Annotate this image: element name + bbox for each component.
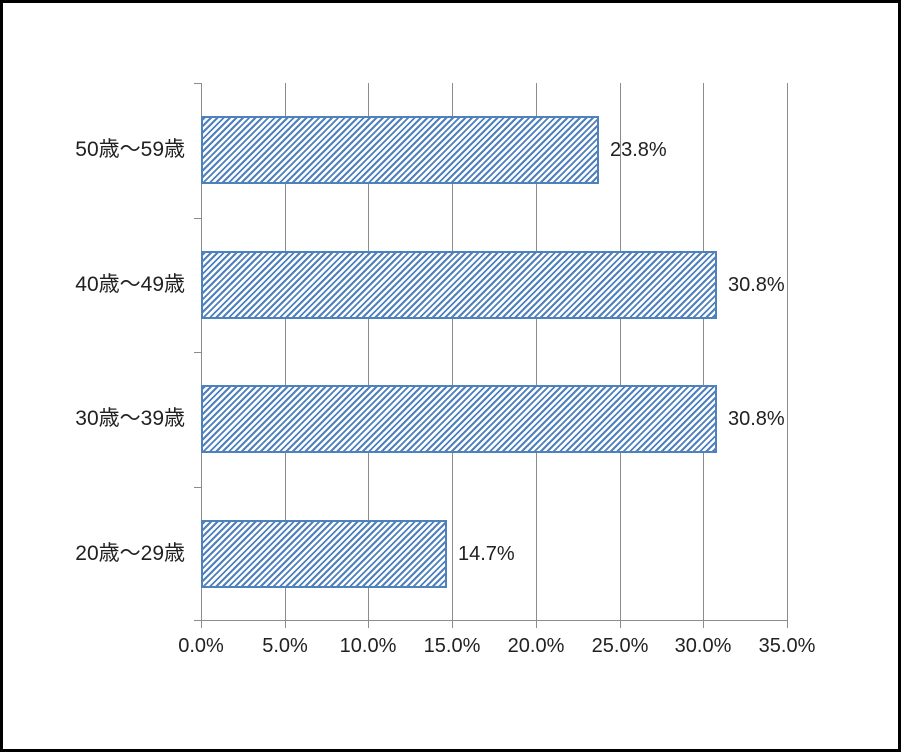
x-tick-mark [787,621,788,628]
x-axis-line [201,620,788,621]
x-tick-mark [452,621,453,628]
gridline [536,83,537,620]
y-tick-mark [194,487,201,488]
gridline [703,83,704,620]
y-tick-mark [194,620,201,621]
gridline [787,83,788,620]
data-label: 23.8% [610,139,667,161]
category-label: 30歳〜39歳 [75,407,185,430]
y-tick-mark [194,83,201,84]
bar [201,116,599,184]
bar [201,520,447,588]
bar [201,385,717,453]
y-tick-mark [194,218,201,219]
x-tick-label: 20.0% [507,635,565,657]
x-tick-mark [620,621,621,628]
data-label: 30.8% [728,408,785,430]
gridline [452,83,453,620]
y-tick-mark [194,352,201,353]
x-tick-mark [536,621,537,628]
x-tick-label: 35.0% [758,635,816,657]
x-tick-label: 10.0% [339,635,397,657]
data-label: 14.7% [458,543,515,565]
x-tick-label: 0.0% [178,635,224,657]
x-tick-mark [368,621,369,628]
x-tick-label: 15.0% [423,635,481,657]
x-tick-mark [703,621,704,628]
x-tick-mark [285,621,286,628]
x-tick-mark [201,621,202,628]
gridline [368,83,369,620]
category-label: 20歳〜29歳 [75,542,185,565]
bar [201,251,717,319]
gridline [620,83,621,620]
x-tick-label: 5.0% [262,635,308,657]
y-axis-line [201,83,202,621]
x-tick-label: 30.0% [674,635,732,657]
data-label: 30.8% [728,274,785,296]
x-tick-label: 25.0% [591,635,649,657]
category-label: 40歳〜49歳 [75,273,185,296]
gridline [285,83,286,620]
category-label: 50歳〜59歳 [75,138,185,161]
